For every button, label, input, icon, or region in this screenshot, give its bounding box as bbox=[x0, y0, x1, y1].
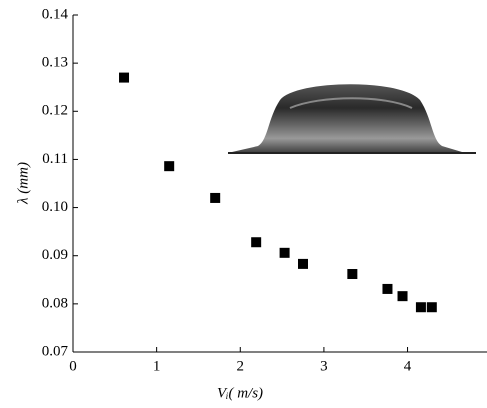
y-tick-label: 0.08 bbox=[42, 295, 68, 311]
y-tick-label: 0.11 bbox=[42, 151, 68, 167]
data-point bbox=[279, 247, 290, 258]
data-point bbox=[164, 161, 175, 172]
data-point bbox=[210, 192, 221, 203]
y-tick-label: 0.13 bbox=[42, 55, 68, 71]
y-tick-label: 0.12 bbox=[42, 103, 68, 119]
y-tick-label: 0.09 bbox=[42, 247, 68, 263]
data-point bbox=[251, 237, 262, 248]
data-point bbox=[298, 258, 308, 269]
y-axis-label: λ (mm) bbox=[15, 162, 31, 205]
x-tick-label: 1 bbox=[153, 358, 161, 374]
data-point bbox=[415, 302, 426, 313]
droplet-inset bbox=[228, 84, 476, 154]
y-tick-label: 0.14 bbox=[42, 6, 69, 22]
data-point bbox=[426, 302, 437, 313]
x-tick-label: 4 bbox=[404, 358, 412, 374]
x-tick-label: 2 bbox=[237, 358, 245, 374]
y-tick-label: 0.07 bbox=[42, 343, 69, 359]
x-axis-label: Vᵢ( m/s) bbox=[217, 385, 263, 401]
data-point bbox=[347, 269, 358, 280]
data-point bbox=[382, 283, 393, 294]
x-tick-label: 0 bbox=[69, 358, 77, 374]
data-point bbox=[119, 72, 130, 83]
data-point bbox=[397, 291, 408, 302]
y-tick-label: 0.10 bbox=[42, 199, 68, 215]
x-tick-label: 3 bbox=[320, 358, 328, 374]
